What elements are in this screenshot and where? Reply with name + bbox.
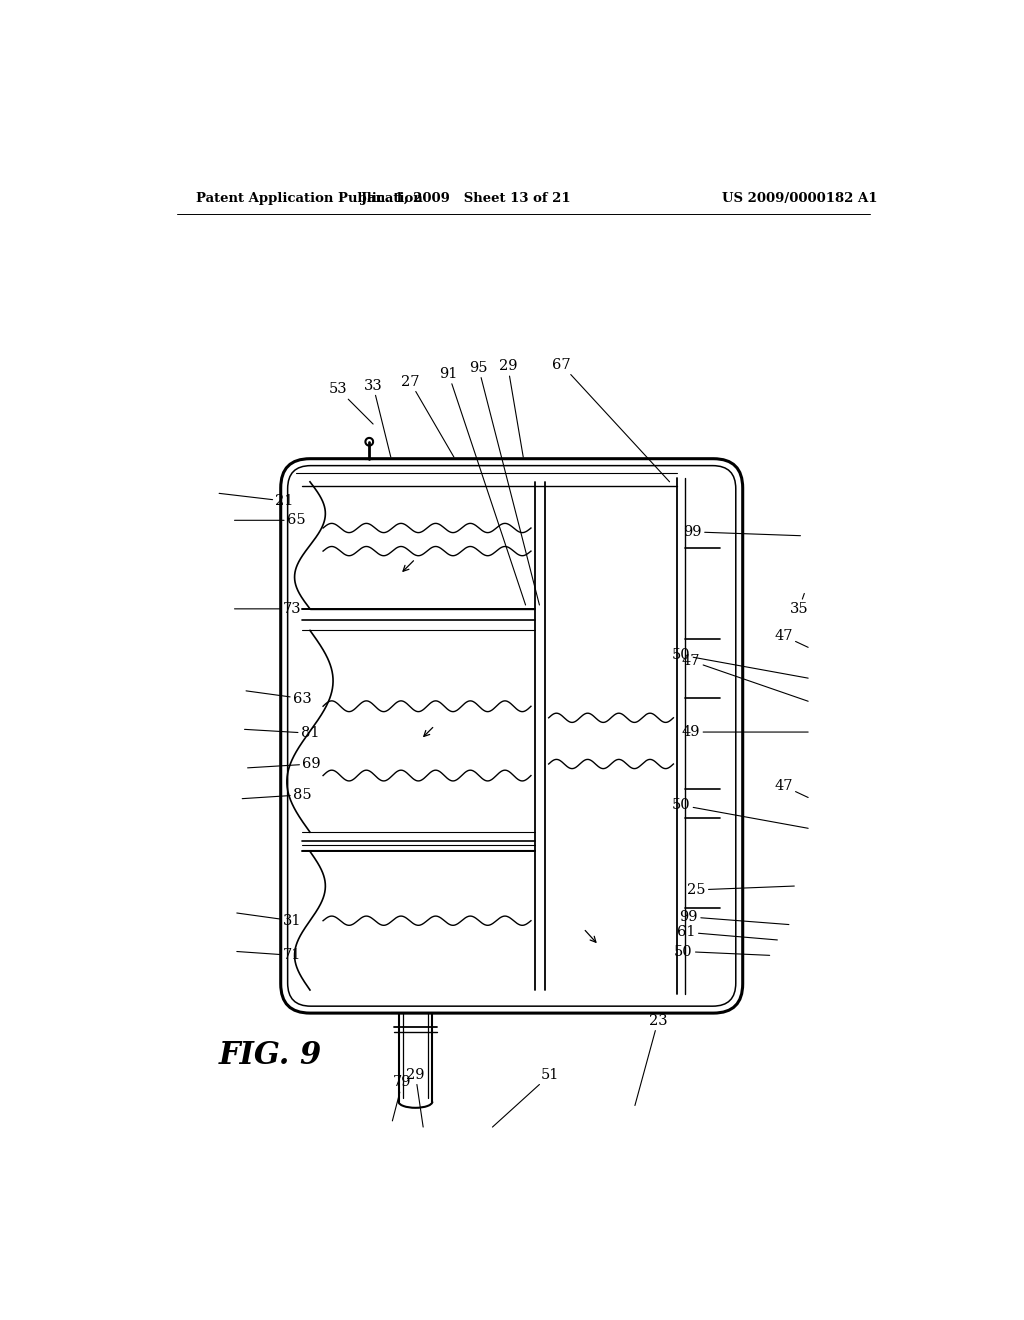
Text: 71: 71 bbox=[237, 948, 301, 962]
Text: 47: 47 bbox=[774, 779, 808, 797]
Text: 49: 49 bbox=[682, 725, 808, 739]
Text: 91: 91 bbox=[439, 367, 525, 605]
Text: 21: 21 bbox=[219, 494, 294, 508]
Text: 50: 50 bbox=[674, 945, 770, 958]
Text: 95: 95 bbox=[469, 360, 540, 605]
Bar bbox=[674, 921, 716, 990]
Text: 69: 69 bbox=[248, 756, 321, 771]
Text: 35: 35 bbox=[790, 594, 808, 616]
Bar bbox=[685, 653, 701, 684]
Text: 81: 81 bbox=[245, 726, 319, 741]
Text: 50: 50 bbox=[672, 799, 808, 829]
Text: 85: 85 bbox=[243, 788, 311, 801]
Text: FIG. 9: FIG. 9 bbox=[219, 1040, 323, 1071]
Bar bbox=[685, 788, 701, 818]
Bar bbox=[687, 656, 699, 681]
Text: 47: 47 bbox=[774, 628, 808, 647]
FancyBboxPatch shape bbox=[281, 459, 742, 1014]
Text: 31: 31 bbox=[237, 913, 301, 928]
Text: 63: 63 bbox=[246, 690, 311, 706]
Text: Patent Application Publication: Patent Application Publication bbox=[196, 191, 423, 205]
Text: US 2009/0000182 A1: US 2009/0000182 A1 bbox=[722, 191, 878, 205]
Text: 23: 23 bbox=[635, 1014, 668, 1106]
Text: 47: 47 bbox=[682, 653, 808, 701]
Text: 67: 67 bbox=[552, 358, 670, 482]
Text: 29: 29 bbox=[499, 359, 523, 457]
Text: 33: 33 bbox=[364, 379, 391, 457]
Text: 53: 53 bbox=[329, 383, 373, 424]
Text: 99: 99 bbox=[680, 909, 788, 924]
Text: 61: 61 bbox=[677, 925, 777, 940]
Text: Jan. 1, 2009   Sheet 13 of 21: Jan. 1, 2009 Sheet 13 of 21 bbox=[360, 191, 570, 205]
Text: 25: 25 bbox=[687, 883, 795, 896]
Text: 50: 50 bbox=[672, 648, 808, 678]
Text: 65: 65 bbox=[234, 513, 305, 527]
Text: 51: 51 bbox=[493, 1068, 559, 1127]
Text: 29: 29 bbox=[407, 1068, 425, 1127]
Text: 27: 27 bbox=[400, 375, 454, 457]
Text: 79: 79 bbox=[392, 1076, 412, 1121]
Bar bbox=[687, 791, 699, 816]
Text: 73: 73 bbox=[234, 602, 302, 616]
Bar bbox=[680, 927, 709, 983]
Text: 99: 99 bbox=[683, 525, 801, 539]
